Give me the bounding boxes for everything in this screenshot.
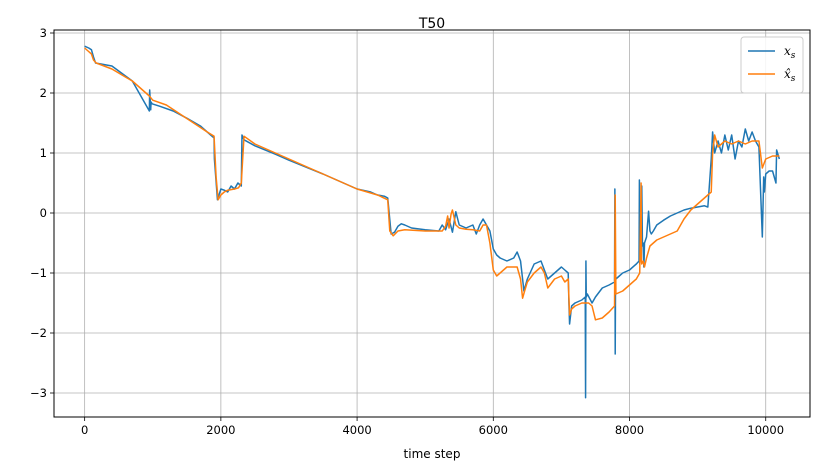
legend-box bbox=[740, 36, 804, 94]
series-layer bbox=[84, 45, 781, 399]
y-tick-label: 2 bbox=[40, 86, 47, 100]
legend-label-main: x bbox=[784, 44, 791, 58]
x-axis: 0 2000 4000 6000 8000 10000 bbox=[81, 417, 784, 437]
x-tick-label: 8000 bbox=[615, 423, 644, 437]
series-line-xs-hat bbox=[84, 47, 780, 321]
legend-label-subscript: s bbox=[791, 51, 796, 61]
x-tick-label: 10000 bbox=[747, 423, 784, 437]
legend-label-subscript: s bbox=[791, 74, 796, 84]
y-tick-label: 0 bbox=[40, 206, 47, 220]
grid bbox=[54, 30, 810, 417]
y-axis: −3 −2 −1 0 1 2 3 bbox=[30, 26, 54, 400]
x-tick-label: 2000 bbox=[206, 423, 235, 437]
y-tick-label: −1 bbox=[30, 266, 47, 280]
y-tick-label: −2 bbox=[30, 326, 47, 340]
series-line-xs bbox=[84, 45, 781, 399]
legend-label-main: x̂ bbox=[784, 67, 791, 81]
legend: xsx̂s bbox=[740, 36, 804, 94]
x-axis-label: time step bbox=[404, 447, 461, 461]
y-tick-label: −3 bbox=[30, 386, 47, 400]
y-tick-label: 1 bbox=[40, 146, 47, 160]
legend-label: xs bbox=[784, 44, 796, 61]
x-tick-label: 6000 bbox=[479, 423, 508, 437]
y-tick-label: 3 bbox=[40, 26, 47, 40]
x-tick-label: 0 bbox=[81, 423, 88, 437]
x-tick-label: 4000 bbox=[342, 423, 371, 437]
plot-frame bbox=[53, 29, 811, 418]
legend-label: x̂s bbox=[784, 67, 796, 84]
chart-title: T50 bbox=[418, 16, 445, 32]
